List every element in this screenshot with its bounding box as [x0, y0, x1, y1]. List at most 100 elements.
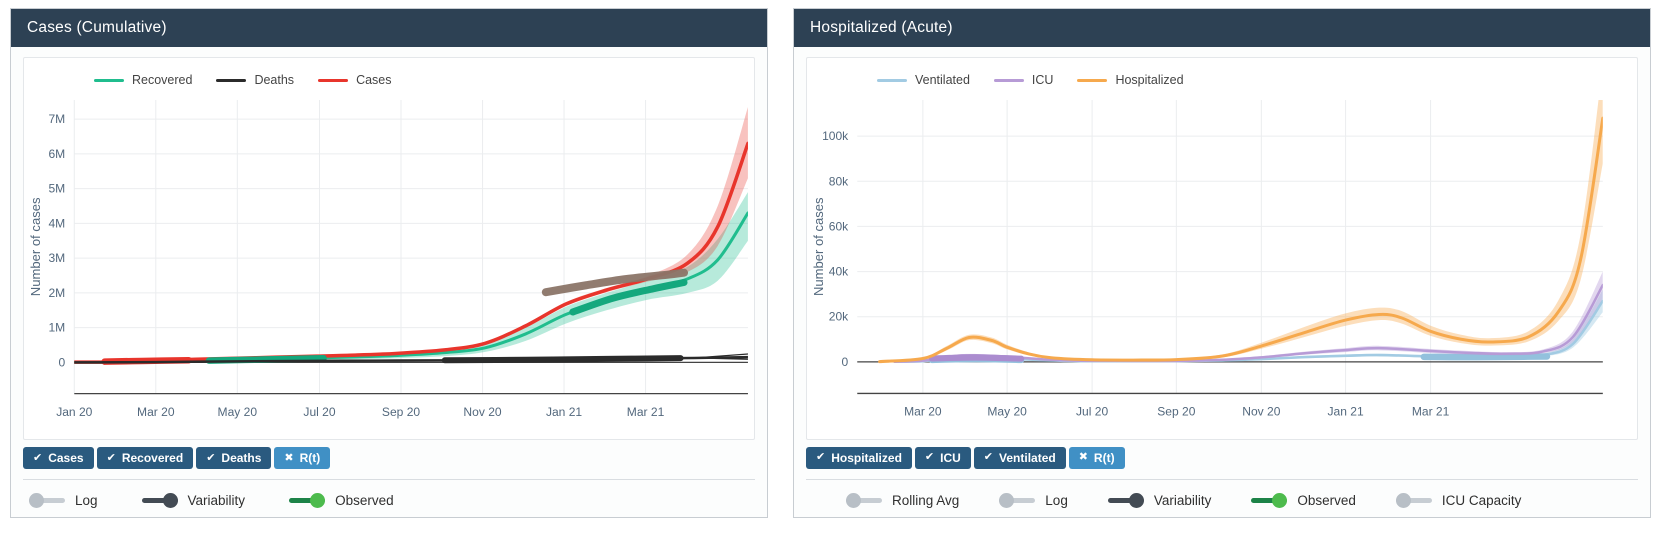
toggle-variability[interactable]: Variability	[1107, 492, 1211, 508]
legend-item-hospitalized[interactable]: Hospitalized	[1077, 73, 1184, 87]
x-tick-label: Jul 20	[1076, 405, 1108, 419]
legend-line-icon	[94, 78, 124, 82]
legend-line-icon	[877, 78, 907, 82]
check-icon: ✔	[33, 451, 43, 464]
filter-button-label: ICU	[940, 450, 961, 465]
chart-legend: Recovered Deaths Cases	[94, 68, 754, 92]
x-tick-label: Mar 20	[904, 405, 942, 419]
chart-legend: Ventilated ICU Hospitalized	[877, 68, 1637, 92]
x-tick-label: Mar 20	[137, 405, 175, 419]
filter-button-label: Cases	[48, 450, 84, 465]
hospitalized-acute-panel: Hospitalized (Acute) Ventilated ICU Hospit…	[793, 8, 1651, 518]
gridlines	[73, 100, 748, 394]
x-icon: ✖	[1078, 451, 1088, 464]
toggle-switch-icon	[1395, 492, 1432, 508]
y-axis-title: Number of cases	[28, 197, 43, 296]
toggle-icu-capacity[interactable]: ICU Capacity	[1395, 492, 1522, 508]
legend-item-recovered[interactable]: Recovered	[94, 73, 192, 87]
series-line-cases	[74, 141, 748, 364]
series-band-cases	[444, 106, 748, 351]
filter-button-label: R(t)	[299, 450, 321, 465]
x-tick-label: May 20	[218, 405, 258, 419]
y-tick-label: 4M	[48, 216, 65, 230]
series-line-icu-observed-early	[928, 354, 1025, 362]
series-line-observed-overlay	[541, 268, 689, 297]
legend-item-icu[interactable]: ICU	[993, 73, 1054, 87]
check-icon: ✔	[206, 451, 216, 464]
filter-button-cases[interactable]: ✔ Cases	[23, 446, 94, 470]
toggle-switch-icon	[1251, 492, 1288, 508]
legend-item-cases[interactable]: Cases	[318, 73, 392, 87]
gridlines	[857, 100, 1603, 394]
toggle-switch-icon	[846, 492, 882, 508]
toggle-observed[interactable]: Observed	[289, 492, 394, 508]
toggle-label: ICU Capacity	[1441, 492, 1522, 508]
filter-button-deaths[interactable]: ✔ Deaths	[196, 446, 272, 470]
filter-button-recovered[interactable]: ✔ Recovered	[96, 446, 194, 470]
filter-button-r-t[interactable]: ✖ R(t)	[1068, 446, 1125, 470]
toggle-log[interactable]: Log	[29, 492, 98, 508]
series-line-deaths-observed	[441, 355, 684, 364]
legend-label: ICU	[1031, 73, 1054, 87]
x-tick-label: Jul 20	[303, 405, 335, 419]
filter-button-label: R(t)	[1093, 450, 1115, 465]
x-tick-label: Mar 21	[1412, 405, 1450, 419]
legend-item-ventilated[interactable]: Ventilated	[877, 73, 970, 87]
panel-title: Hospitalized (Acute)	[810, 19, 953, 36]
legend-label: Deaths	[254, 73, 295, 87]
toggle-switch-icon	[141, 492, 178, 508]
toggle-observed[interactable]: Observed	[1251, 492, 1356, 508]
toggle-switch-icon	[289, 492, 326, 508]
toggle-log[interactable]: Log	[999, 492, 1068, 508]
x-icon: ✖	[284, 451, 294, 464]
hospitalized-chart-canvas: Mar 20 May 20 Jul 20 Sep 20 Nov 20 Jan 21 Mar …	[811, 100, 1603, 419]
filter-button-hospitalized[interactable]: ✔ Hospitalized	[806, 446, 912, 470]
toggle-variability[interactable]: Variability	[141, 492, 245, 508]
legend-label: Recovered	[132, 73, 193, 87]
y-tick-label: 6M	[48, 147, 65, 161]
chart-options-row: Rolling Avg Log Variability Observed ICU Cap…	[806, 479, 1638, 508]
filter-button-label: Recovered	[121, 450, 184, 465]
chart-card: Recovered Deaths Cases Jan 20 Mar 20 May 20 J…	[23, 57, 755, 440]
series-line-deaths-forecast-upper	[693, 353, 748, 359]
chart-card: Ventilated ICU Hospitalized Mar 20 May 20 Ju…	[806, 57, 1638, 440]
toggle-rolling-avg[interactable]: Rolling Avg	[846, 492, 959, 508]
y-tick-label: 60k	[829, 219, 849, 233]
x-tick-label: Nov 20	[463, 405, 501, 419]
panel-body: Recovered Deaths Cases Jan 20 Mar 20 May 20 J…	[11, 47, 767, 508]
toggle-switch-icon	[1107, 492, 1144, 508]
y-axis-title: Number of cases	[811, 197, 826, 296]
legend-label: Ventilated	[915, 73, 970, 87]
x-tick-label: Jan 20	[56, 405, 92, 419]
legend-label: Cases	[356, 73, 392, 87]
legend-label: Hospitalized	[1115, 73, 1184, 87]
toggle-label: Rolling Avg	[892, 492, 960, 508]
panel-title: Cases (Cumulative)	[27, 19, 167, 36]
series-filter-buttons: ✔ Cases ✔ Recovered ✔ Deaths ✖ R(t)	[23, 446, 755, 470]
legend-line-icon	[318, 78, 349, 82]
toggle-label: Observed	[1297, 492, 1356, 508]
filter-button-icu[interactable]: ✔ ICU	[914, 446, 971, 470]
filter-button-r-t[interactable]: ✖ R(t)	[274, 446, 331, 470]
y-tick-label: 20k	[829, 310, 849, 324]
filter-button-label: Hospitalized	[831, 450, 902, 465]
x-tick-label: Sep 20	[1157, 405, 1195, 419]
panel-header: Hospitalized (Acute)	[794, 9, 1650, 47]
toggle-label: Log	[75, 492, 98, 508]
toggle-label: Log	[1045, 492, 1068, 508]
series-filter-buttons: ✔ Hospitalized ✔ ICU ✔ Ventilated ✖ R(t)	[806, 446, 1638, 470]
plot-area	[878, 100, 1603, 364]
filter-button-ventilated[interactable]: ✔ Ventilated	[973, 446, 1066, 470]
legend-item-deaths[interactable]: Deaths	[216, 73, 294, 87]
y-tick-label: 100k	[822, 129, 849, 143]
cases-chart-canvas: Jan 20 Mar 20 May 20 Jul 20 Sep 20 Nov 20 Jan …	[28, 100, 748, 419]
chart-options-row: Log Variability Observed	[23, 479, 755, 508]
y-tick-label: 7M	[48, 112, 65, 126]
legend-line-icon	[1077, 78, 1108, 82]
y-tick-label: 40k	[829, 265, 849, 279]
filter-button-label: Deaths	[221, 450, 262, 465]
toggle-switch-icon	[999, 492, 1036, 508]
x-tick-label: Jan 21	[546, 405, 582, 419]
x-tick-label: Nov 20	[1242, 405, 1280, 419]
